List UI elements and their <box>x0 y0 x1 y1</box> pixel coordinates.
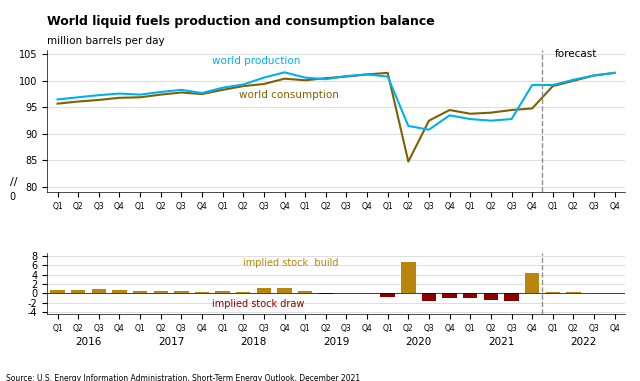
Bar <box>504 293 519 301</box>
Bar <box>71 290 85 293</box>
Text: //: // <box>10 176 17 187</box>
Bar <box>545 292 560 293</box>
Bar <box>381 293 395 296</box>
Bar <box>442 293 457 298</box>
Bar <box>216 291 230 293</box>
Bar <box>92 289 106 293</box>
Bar <box>174 291 189 293</box>
Text: million barrels per day: million barrels per day <box>47 35 165 46</box>
Text: implied stock  build: implied stock build <box>243 258 339 268</box>
Bar <box>195 292 209 293</box>
Text: World liquid fuels production and consumption balance: World liquid fuels production and consum… <box>47 15 435 28</box>
Text: Source: U.S. Energy Information Administration, Short-Term Energy Outlook, Decem: Source: U.S. Energy Information Administ… <box>6 374 360 381</box>
Text: implied stock draw: implied stock draw <box>212 299 305 309</box>
Text: 2018: 2018 <box>241 337 267 347</box>
Bar <box>422 293 436 301</box>
Text: 2019: 2019 <box>323 337 349 347</box>
Text: forecast: forecast <box>555 49 597 59</box>
Bar <box>319 293 333 294</box>
Bar <box>51 290 65 293</box>
Bar <box>112 290 127 293</box>
Text: world production: world production <box>212 56 301 66</box>
Bar <box>236 292 250 293</box>
Text: 2021: 2021 <box>488 337 515 347</box>
Text: 0: 0 <box>10 192 16 202</box>
Bar <box>133 291 147 293</box>
Text: 2022: 2022 <box>570 337 597 347</box>
Bar <box>566 292 580 293</box>
Text: 2017: 2017 <box>158 337 184 347</box>
Text: 2020: 2020 <box>406 337 432 347</box>
Bar <box>277 288 292 293</box>
Text: world consumption: world consumption <box>239 90 339 100</box>
Text: 2016: 2016 <box>76 337 102 347</box>
Bar <box>463 293 477 298</box>
Bar <box>298 291 312 293</box>
Bar <box>484 293 498 300</box>
Bar <box>257 288 271 293</box>
Bar <box>401 262 415 293</box>
Bar <box>154 291 168 293</box>
Bar <box>525 273 540 293</box>
